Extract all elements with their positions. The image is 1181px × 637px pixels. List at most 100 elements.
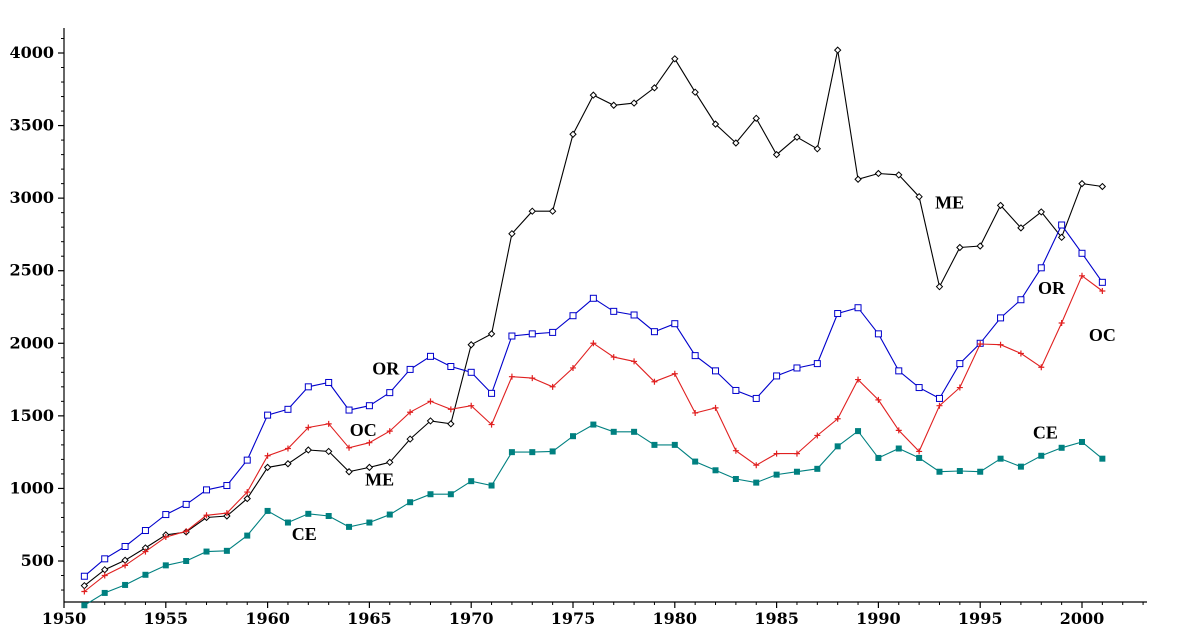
x-tick-label: 1950 <box>42 609 87 628</box>
data-point-or <box>508 332 516 340</box>
data-point-ce <box>936 468 943 475</box>
data-point-oc <box>366 439 373 446</box>
data-point-ce <box>916 454 923 461</box>
x-tick-label: 1990 <box>856 609 901 628</box>
data-point-ce <box>101 589 108 596</box>
data-point-oc <box>305 424 312 431</box>
data-point-me <box>426 417 435 425</box>
data-point-oc <box>997 341 1004 348</box>
data-point-or <box>528 330 536 338</box>
data-point-me <box>752 114 760 123</box>
data-point-or <box>203 486 211 494</box>
data-point-oc <box>1079 272 1085 279</box>
data-point-me <box>569 130 577 138</box>
data-point-ce <box>529 449 536 456</box>
data-point-me <box>284 460 292 468</box>
data-point-me <box>895 171 903 179</box>
data-point-or <box>589 294 597 302</box>
data-point-oc <box>590 340 597 347</box>
data-point-or <box>406 365 414 373</box>
data-point-ce <box>631 428 638 435</box>
data-point-ce <box>244 532 251 539</box>
data-point-oc <box>692 409 699 416</box>
data-point-oc <box>203 512 210 519</box>
data-point-or <box>243 456 251 464</box>
data-point-or <box>426 352 434 360</box>
data-point-or <box>691 352 699 360</box>
data-point-me <box>528 207 536 215</box>
y-tick-label: 2000 <box>9 333 54 352</box>
data-point-or <box>101 555 109 563</box>
data-point-ce <box>997 455 1004 462</box>
data-point-oc <box>753 462 760 469</box>
data-point-me <box>1037 208 1045 216</box>
data-point-or <box>671 320 679 328</box>
data-point-ce <box>1058 444 1065 451</box>
data-point-oc <box>1099 288 1106 295</box>
data-point-or <box>141 527 149 535</box>
data-point-ce <box>223 547 230 554</box>
data-point-me <box>915 192 923 201</box>
data-point-oc <box>244 489 251 496</box>
data-point-me <box>833 46 842 54</box>
data-point-ce <box>1038 452 1045 459</box>
data-point-or <box>182 500 190 508</box>
y-tick-label: 1500 <box>9 406 54 425</box>
data-point-ce <box>203 548 210 555</box>
data-point-me <box>650 84 659 92</box>
data-point-ce <box>570 433 576 440</box>
data-point-ce <box>753 479 760 486</box>
data-point-ce <box>855 428 862 435</box>
series-label-ce: CE <box>292 524 317 544</box>
data-point-me <box>956 243 964 252</box>
x-tick-label: 1980 <box>653 609 698 628</box>
data-point-or <box>569 312 577 320</box>
data-point-oc <box>956 384 963 391</box>
data-point-me <box>935 282 944 291</box>
data-point-or <box>345 406 353 414</box>
axes <box>63 28 1147 603</box>
data-point-oc <box>122 562 129 569</box>
data-point-me <box>976 242 984 250</box>
data-point-ce <box>712 467 719 474</box>
data-point-oc <box>101 572 108 579</box>
data-point-or <box>1098 278 1106 286</box>
data-point-ce <box>508 449 515 456</box>
data-point-or <box>874 330 882 338</box>
data-point-oc <box>631 358 638 365</box>
data-point-oc <box>346 444 353 451</box>
data-point-ce <box>366 519 373 526</box>
data-point-oc <box>162 534 169 541</box>
data-point-or <box>1058 221 1066 229</box>
data-point-me <box>467 341 475 349</box>
data-point-or <box>488 389 496 397</box>
data-point-or <box>610 307 618 315</box>
data-point-ce <box>671 441 678 448</box>
data-point-or <box>834 310 842 318</box>
data-point-ce <box>590 421 597 428</box>
data-point-ce <box>895 445 902 452</box>
data-point-ce <box>427 491 434 498</box>
data-point-oc <box>610 354 617 361</box>
series-line-ce <box>84 423 1103 606</box>
data-point-or <box>1017 296 1025 304</box>
data-point-oc <box>855 376 862 383</box>
data-point-or <box>895 367 903 375</box>
series-or <box>80 221 1106 580</box>
series-label-or: OR <box>372 358 400 378</box>
series-line-me <box>84 49 1103 587</box>
data-point-oc <box>529 375 536 382</box>
data-point-or <box>732 386 740 394</box>
y-tick-label: 3000 <box>9 188 54 207</box>
data-point-oc <box>508 373 515 380</box>
data-point-me <box>610 101 618 109</box>
data-point-oc <box>916 448 923 455</box>
x-tick-label: 1965 <box>347 609 392 628</box>
data-point-or <box>325 378 333 386</box>
data-point-me <box>671 55 679 63</box>
data-point-me <box>1017 224 1025 232</box>
data-point-or <box>1037 264 1045 272</box>
axis-ticks: 500 1000 1500 2000 2500 3000 3500 4000 1950 1955 1… <box>9 37 1144 628</box>
data-point-me <box>324 447 333 456</box>
series-label-or: OR <box>1038 278 1066 298</box>
